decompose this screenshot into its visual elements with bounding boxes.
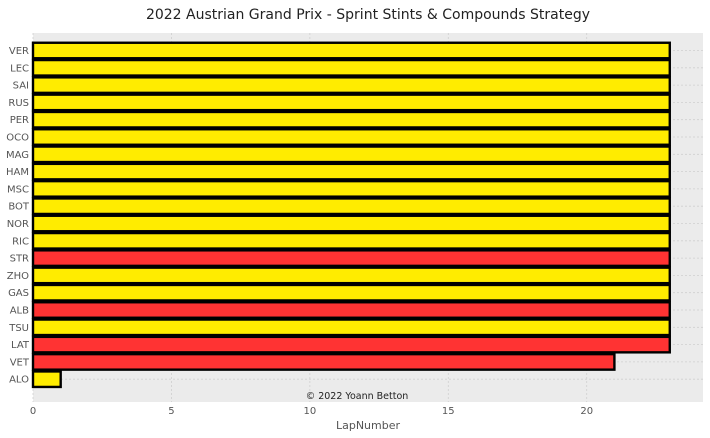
y-tick-label-sai: SAI (13, 81, 29, 92)
stint-bar-ver (31, 41, 671, 60)
copyright-annotation: © 2022 Yoann Betton (306, 391, 409, 402)
y-tick-label-bot: BOT (8, 202, 30, 213)
x-tick-label-15: 15 (442, 406, 455, 417)
y-tick-label-alb: ALB (10, 306, 29, 317)
y-tick-label-alo: ALO (9, 375, 29, 386)
stint-bar-alb (31, 301, 671, 319)
stint-bar-zho (31, 266, 671, 285)
chart-title: 2022 Austrian Grand Prix - Sprint Stints… (146, 7, 590, 23)
x-tick-label-20: 20 (580, 406, 593, 417)
x-tick-labels: 0 5 10 15 20 (30, 406, 593, 417)
y-tick-label-oco: OCO (6, 133, 29, 144)
y-tick-label-rus: RUS (8, 98, 29, 109)
x-tick-label-5: 5 (168, 406, 174, 417)
y-tick-label-per: PER (10, 115, 29, 126)
y-tick-label-ver: VER (9, 46, 29, 57)
stint-bar-str (31, 249, 671, 268)
y-tick-label-ric: RIC (12, 236, 29, 247)
stint-bar-lat (31, 335, 671, 354)
stint-bar-gas (31, 283, 671, 302)
stint-bar-tsu (31, 318, 671, 337)
y-tick-labels: VER LEC SAI RUS PER OCO MAG HAM MSC BOT NOR RIC STR Z… (6, 46, 30, 386)
x-axis-label: LapNumber (336, 419, 401, 432)
stint-bar-vet (31, 352, 616, 371)
stint-bar-alo (31, 370, 62, 389)
stint-bar-bot (31, 197, 671, 216)
stint-bar-ham (31, 162, 671, 181)
y-tick-label-lat: LAT (11, 340, 30, 351)
stint-bar-lec (31, 58, 671, 77)
x-tick-label-0: 0 (30, 406, 36, 417)
stint-bar-per (31, 110, 671, 129)
y-tick-label-gas: GAS (8, 288, 29, 299)
y-tick-label-vet: VET (10, 357, 30, 368)
y-tick-label-ham: HAM (6, 167, 29, 178)
y-tick-label-tsu: TSU (8, 323, 29, 334)
stint-bars (31, 41, 671, 389)
stint-bar-mag (31, 145, 671, 164)
y-tick-label-nor: NOR (7, 219, 29, 230)
stint-bar-nor (31, 214, 671, 233)
y-tick-label-mag: MAG (6, 150, 29, 161)
stint-bar-ric (31, 231, 671, 250)
stint-bar-sai (31, 76, 671, 95)
stint-bar-msc (31, 179, 671, 198)
y-tick-label-str: STR (10, 254, 29, 265)
stint-bar-rus (31, 93, 671, 112)
y-tick-label-lec: LEC (10, 63, 29, 74)
y-tick-label-zho: ZHO (7, 271, 29, 282)
y-tick-label-msc: MSC (7, 184, 29, 195)
stint-bar-oco (31, 128, 671, 146)
x-tick-label-10: 10 (303, 406, 316, 417)
